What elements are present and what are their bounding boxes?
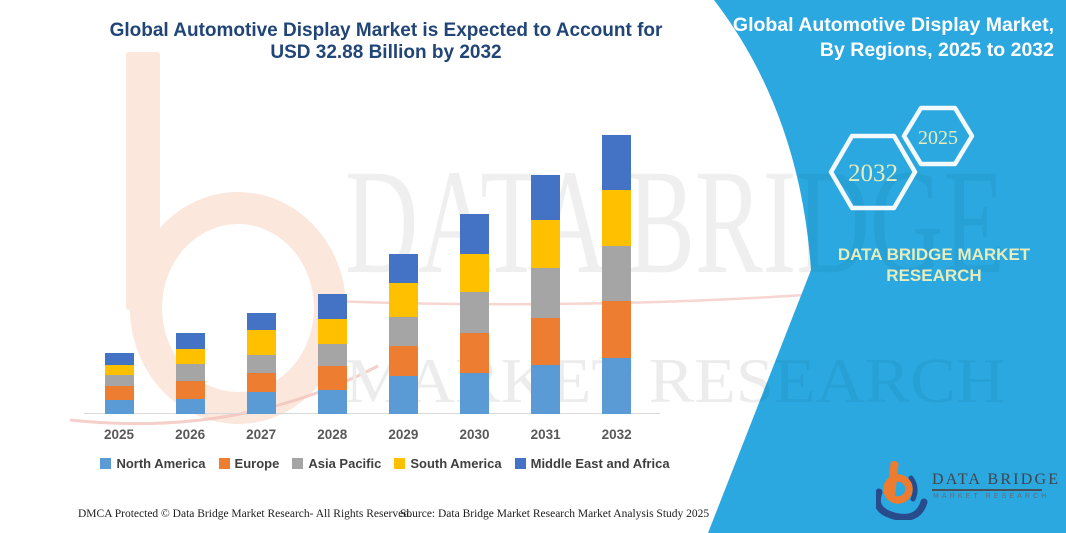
bar-segment-2032-middle-east-and-africa [602,135,632,190]
bar-segment-2026-north-america [175,398,205,414]
bar-segment-2030-middle-east-and-africa [460,213,489,254]
x-axis-label-2025: 2025 [103,427,135,442]
bar-segment-2029-south-america [388,283,418,318]
legend-label-middle-east-and-africa: Middle East and Africa [530,456,670,471]
bar-segment-2029-asia-pacific [388,317,418,347]
bar-segment-2027-north-america [246,391,276,414]
legend-swatch-asia-pacific [292,458,304,469]
legend-label-north-america: North America [116,456,206,471]
x-axis-line [84,413,660,414]
bar-segment-2025-north-america [104,400,134,414]
x-axis-label-2030: 2030 [459,427,490,442]
bar-segment-2030-south-america [460,253,489,292]
x-axis-label-2026: 2026 [175,427,206,442]
logo-swoosh [876,488,928,520]
legend-item-asia-pacific: Asia Pacific [292,456,381,471]
logo-swoosh-right [908,475,918,502]
legend-item-north-america: North America [100,456,206,471]
logo-wordmark: DATA BRIDGE [932,471,1061,488]
bar-segment-2029-europe [388,346,418,376]
bar-segment-2028-middle-east-and-africa [317,294,347,319]
teal-banner-background [708,0,1066,533]
chart-title-line2: USD 32.88 Billion by 2032 [270,42,502,63]
bar-segment-2027-asia-pacific [246,354,276,374]
hexagon-2032-label: 2032 [848,160,898,187]
bar-segment-2029-middle-east-and-africa [388,254,418,284]
bar-segment-2025-europe [104,385,134,401]
bar-segment-2030-north-america [460,373,489,414]
bar-segment-2026-south-america [175,348,205,364]
bar-segment-2027-europe [246,373,276,392]
legend-label-europe: Europe [234,456,280,471]
x-axis-label-2031: 2031 [530,427,561,442]
bar-segment-2032-south-america [602,189,632,246]
legend-swatch-north-america [100,458,112,469]
bar-segment-2025-south-america [104,364,134,375]
logo-b-bowl [883,474,913,504]
data-bridge-logo: DATA BRIDGE MARKET RESEARCH [876,456,1061,520]
footer-source: Source: Data Bridge Market Research Mark… [400,508,710,520]
bar-segment-2031-south-america [531,219,561,269]
legend-label-asia-pacific: Asia Pacific [308,456,382,471]
bar-segment-2030-europe [460,332,489,374]
footer-dmca: DMCA Protected © Data Bridge Market Rese… [78,508,412,520]
legend-item-middle-east-and-africa: Middle East and Africa [514,456,670,471]
bar-segment-2032-asia-pacific [602,245,632,302]
bar-segment-2031-middle-east-and-africa [531,174,561,220]
bar-segment-2026-asia-pacific [175,363,205,381]
bar-segment-2027-south-america [246,329,276,355]
bar-segment-2028-asia-pacific [317,343,347,367]
bar-segment-2026-middle-east-and-africa [175,333,205,349]
x-axis-label-2028: 2028 [317,427,348,442]
legend-item-south-america: South America [394,456,502,471]
legend-swatch-europe [218,458,230,469]
logo-subtext: MARKET RESEARCH [933,493,1050,500]
bar-segment-2025-asia-pacific [104,374,134,386]
bar-segment-2030-asia-pacific [460,291,489,333]
bar-segment-2027-middle-east-and-africa [246,313,276,330]
bar-segment-2025-middle-east-and-africa [104,352,134,365]
bar-segment-2026-europe [175,380,205,399]
x-axis-label-2032: 2032 [601,427,632,442]
x-axis-label-2029: 2029 [388,427,419,442]
watermark-on-teal-line2: MARKET RESEARCH [345,345,1005,416]
logo-mark [876,460,928,520]
hexagon-2032 [828,133,918,211]
bar-segment-2028-north-america [317,390,347,414]
bar-segment-2028-europe [317,366,347,391]
bar-segment-2029-north-america [388,375,418,414]
bar-segment-2032-north-america [602,357,632,414]
bar-segment-2028-south-america [317,318,347,344]
brand-name-text: DATA BRIDGE MARKET RESEARCH [837,245,1031,285]
legend-swatch-south-america [394,458,406,469]
chart-title-line1: Global Automotive Display Market is Expe… [109,20,663,41]
bar-segment-2031-europe [531,318,561,365]
legend-item-europe: Europe [218,456,280,471]
banner-title: Global Automotive Display Market, By Reg… [704,13,1054,63]
bar-segment-2032-europe [602,301,632,358]
legend: North America Europe Asia Pacific South Ame… [40,456,730,471]
bar-segment-2031-asia-pacific [531,268,561,319]
hexagon-2025-label: 2025 [918,127,958,149]
bar-segment-2031-north-america [531,364,561,414]
legend-label-south-america: South America [410,456,502,471]
x-axis-label-2027: 2027 [246,427,277,442]
banner-title-line1: Global Automotive Display Market, [732,14,1054,36]
legend-swatch-middle-east-and-africa [514,458,526,469]
hexagon-2025 [901,105,975,167]
banner-title-line2: By Regions, 2025 to 2032 [819,39,1054,61]
logo-underline [932,489,1042,491]
chart-title: Global Automotive Display Market is Expe… [80,20,692,64]
